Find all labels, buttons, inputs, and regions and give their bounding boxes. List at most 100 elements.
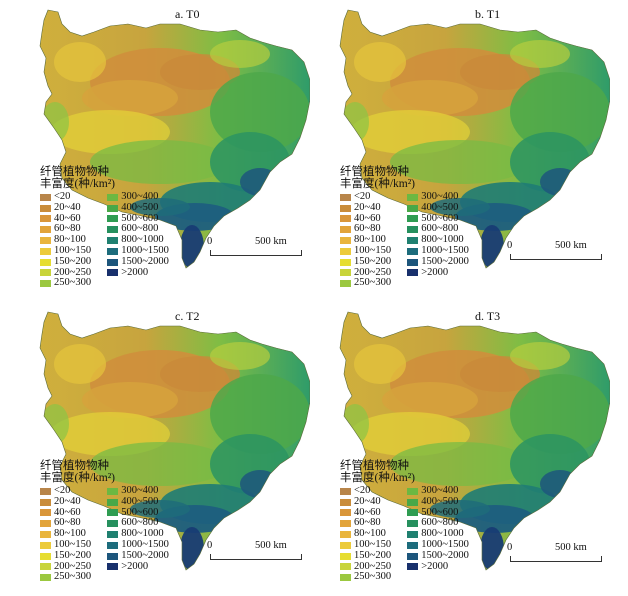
legend-label: 100~150 (54, 538, 92, 550)
legend-item: >2000 (107, 561, 169, 573)
panel-title: b. T1 (475, 7, 501, 21)
legend-swatch (40, 541, 51, 549)
legend-swatch (340, 498, 351, 506)
scale-end-label: 500 km (255, 236, 287, 247)
legend-item: 200~250 (340, 561, 391, 573)
legend-swatch (407, 269, 419, 277)
legend-item: 20~40 (340, 495, 391, 508)
legend-label: 40~60 (354, 212, 381, 224)
legend-item: 250~300 (340, 278, 391, 289)
legend-item: 300~400 (407, 485, 469, 497)
legend-item: <20 (340, 485, 391, 497)
legend-swatch (107, 487, 119, 495)
legend-item: 20~40 (340, 201, 391, 214)
map-panel-t0: a. T0 纤管植物物种 丰富度(种/km²) <20 20~40 40~60 60~80… (10, 2, 310, 292)
legend-label: 100~150 (54, 244, 92, 256)
legend-label: 300~400 (121, 191, 159, 202)
legend-swatch (40, 280, 51, 288)
legend-swatch (407, 193, 419, 201)
legend-item: 600~800 (107, 518, 169, 529)
legend-swatch (340, 258, 351, 266)
legend-item: 200~250 (40, 266, 92, 279)
legend-swatch (340, 226, 351, 234)
legend-item: 150~200 (340, 550, 391, 562)
legend-item: 200~250 (340, 267, 391, 279)
legend-title: 纤管植物物种 (40, 166, 109, 178)
legend: 纤管植物物种 丰富度(种/km²) <20 20~40 40~60 60~80 80~100… (340, 166, 469, 289)
legend-swatch (340, 237, 351, 245)
legend-label: 800~1000 (121, 528, 164, 540)
legend-label: 600~800 (121, 223, 159, 235)
legend-item: 100~150 (40, 538, 92, 551)
legend-swatch (340, 269, 351, 277)
legend-swatch (40, 247, 51, 255)
legend-item: 400~500 (107, 495, 169, 508)
legend-label: 400~500 (121, 201, 159, 213)
legend-item: 80~100 (340, 234, 391, 246)
legend-unit: 丰富度(种/km²) (340, 178, 415, 190)
legend-item: <20 (340, 191, 391, 203)
legend-swatch (40, 258, 51, 266)
legend-item: 300~400 (107, 191, 169, 203)
legend-label: 1500~2000 (121, 255, 169, 267)
legend-swatch (340, 204, 351, 212)
legend-item: 300~400 (407, 191, 469, 203)
legend-swatch (340, 247, 351, 255)
legend-label: 600~800 (421, 517, 459, 529)
legend-label: 400~500 (121, 495, 159, 507)
legend-swatch (40, 520, 51, 528)
legend-swatch (107, 226, 119, 234)
legend-unit: 丰富度(种/km²) (40, 178, 115, 190)
legend-item: 800~1000 (407, 528, 469, 540)
legend: 纤管植物物种 丰富度(种/km²) <20 20~40 40~60 60~80 80~100… (340, 460, 469, 583)
legend-label: 250~300 (354, 277, 392, 289)
legend-item: 1000~1500 (107, 244, 169, 257)
richness-map (339, 9, 610, 269)
legend-item: 150~200 (340, 256, 391, 268)
legend-swatch (107, 531, 119, 539)
legend-label: 1000~1500 (421, 244, 469, 256)
legend-label: 250~300 (54, 571, 92, 583)
legend-label: 1500~2000 (121, 549, 169, 561)
legend-swatch (340, 280, 351, 288)
legend-title: 纤管植物物种 (340, 166, 409, 178)
legend-item: 60~80 (340, 518, 391, 529)
legend-label: 500~600 (421, 212, 459, 224)
legend-swatch (407, 226, 419, 234)
legend-swatch (107, 520, 119, 528)
legend-label: 1000~1500 (121, 244, 169, 256)
legend-swatch (107, 563, 119, 571)
legend-swatch (40, 193, 51, 201)
legend-swatch (107, 237, 119, 245)
legend-swatch (340, 520, 351, 528)
legend-item: 60~80 (340, 224, 391, 235)
legend-item: 20~40 (40, 496, 91, 508)
legend-swatch (107, 541, 119, 549)
legend-label: 60~80 (54, 223, 81, 235)
legend-label: >2000 (421, 266, 449, 278)
legend: 纤管植物物种 丰富度(种/km²) <20 20~40 40~60 60~80 80~100… (40, 460, 169, 583)
legend-label: 60~80 (54, 517, 81, 529)
legend-swatch (107, 509, 119, 517)
legend-label: 200~250 (54, 266, 92, 278)
legend-item: 1500~2000 (407, 550, 469, 562)
legend-swatch (107, 552, 119, 560)
legend-label: 100~150 (354, 244, 392, 256)
legend-label: 250~300 (354, 571, 392, 583)
legend-item: 60~80 (40, 224, 91, 235)
legend-swatch (40, 563, 51, 571)
legend-label: 20~40 (354, 201, 381, 213)
map-panel-t3: d. T3 纤管植物物种 丰富度(种/km²) <20 20~40 40~60 60~80… (310, 304, 610, 594)
legend-item: 500~600 (407, 212, 469, 225)
legend-item: >2000 (107, 267, 169, 279)
legend-label: 20~40 (354, 495, 381, 507)
legend-swatch (407, 541, 419, 549)
legend-item: 40~60 (40, 213, 91, 225)
legend-item: 80~100 (40, 234, 91, 246)
legend-title: 纤管植物物种 (40, 460, 109, 472)
legend-label: 300~400 (421, 485, 459, 496)
legend-label: 1000~1500 (121, 538, 169, 550)
legend-swatch (40, 215, 51, 223)
legend-item: 800~1000 (407, 234, 469, 246)
legend-label: 400~500 (421, 201, 459, 213)
